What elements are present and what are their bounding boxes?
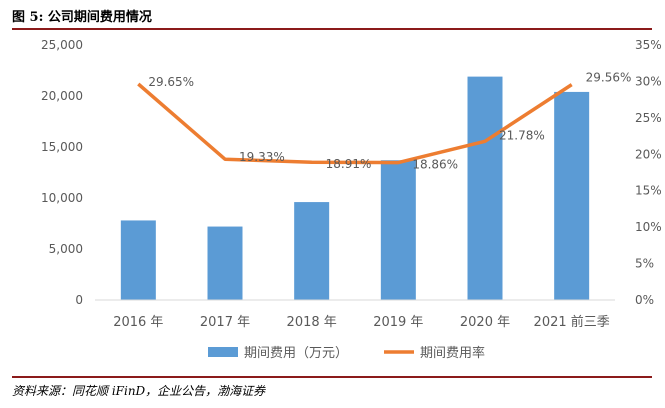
left-axis-tick-label: 5,000	[49, 242, 83, 256]
right-axis-tick-label: 30%	[635, 74, 662, 88]
right-axis-tick-label: 5%	[635, 257, 654, 271]
bar-6	[554, 91, 590, 300]
rate-data-label: 29.56%	[586, 71, 632, 85]
rate-data-label: 18.86%	[412, 158, 458, 172]
bar-1	[120, 220, 156, 300]
source-rule	[12, 376, 652, 378]
left-axis-tick-label: 20,000	[41, 89, 83, 103]
bar-3	[294, 202, 330, 300]
left-axis-tick-label: 0	[75, 293, 83, 307]
left-axis-tick-label: 25,000	[41, 38, 83, 52]
right-axis-tick-label: 20%	[635, 147, 662, 161]
right-axis-tick-label: 35%	[635, 38, 662, 52]
left-axis-tick-label: 15,000	[41, 140, 83, 154]
chart-svg: 0 5,000 10,000 15,000 20,000 25,000 0% 5% 10% 15%…	[41, 38, 662, 361]
x-axis-tick-label: 2021 前三季	[534, 314, 610, 330]
x-axis-tick-label: 2018 年	[287, 315, 337, 330]
legend-label-bar: 期间费用（万元）	[244, 346, 348, 361]
x-axis-tick-label: 2020 年	[460, 315, 510, 330]
chart-title: 图 5: 公司期间费用情况	[12, 10, 152, 25]
right-axis-tick-label: 15%	[635, 184, 662, 198]
bar-4	[380, 160, 416, 300]
rate-data-label: 29.65%	[148, 75, 194, 89]
bar-2	[207, 226, 243, 300]
rate-line	[137, 82, 573, 165]
title-rule	[12, 28, 652, 30]
x-axis-tick-label: 2019 年	[373, 315, 423, 330]
x-axis-tick-label: 2017 年	[200, 315, 250, 330]
legend-label-line: 期间费用率	[420, 345, 485, 361]
right-axis-tick-label: 10%	[635, 220, 662, 234]
right-axis-tick-label: 0%	[635, 293, 654, 307]
bar-5	[467, 76, 503, 300]
legend-swatch-bar	[208, 347, 238, 357]
left-axis-tick-label: 10,000	[41, 191, 83, 205]
rate-data-label: 21.78%	[499, 128, 545, 142]
rate-data-label: 19.33%	[239, 150, 285, 164]
x-axis-tick-label: 2016 年	[113, 315, 163, 330]
right-axis-tick-label: 25%	[635, 111, 662, 125]
source-note: 资料来源：同花顺 iFinD，企业公告，渤海证券	[12, 384, 266, 398]
rate-data-label: 18.91%	[326, 157, 372, 171]
